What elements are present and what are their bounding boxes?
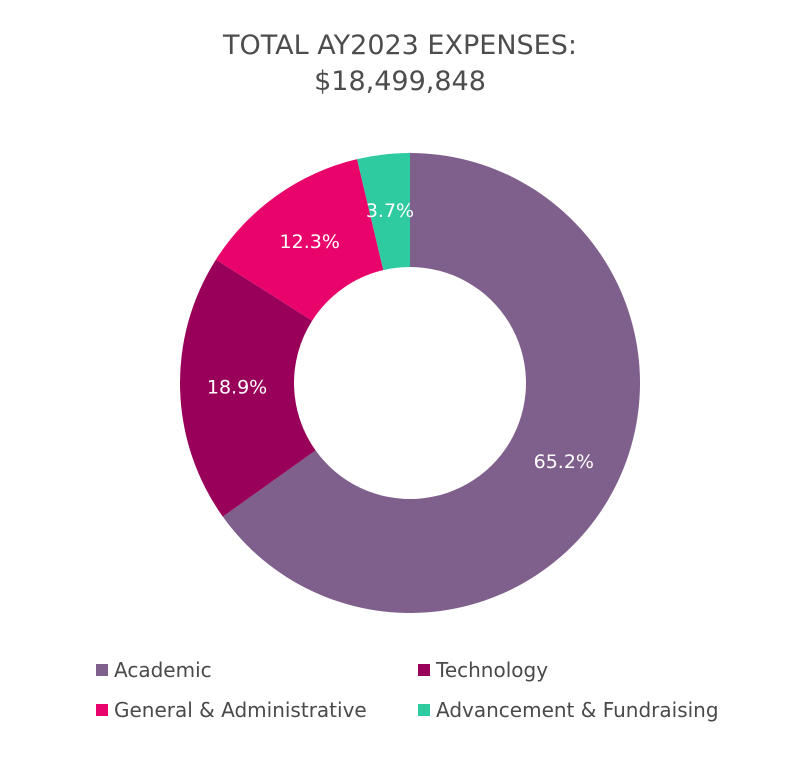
legend-item-academic: Academic — [96, 658, 212, 682]
legend-swatch-academic — [96, 664, 108, 676]
slice-label-technology: 18.9% — [207, 377, 267, 399]
legend-label-advancement-fundraising: Advancement & Fundraising — [436, 698, 719, 722]
slice-general-administrative — [215, 159, 384, 321]
legend-swatch-advancement-fundraising — [418, 704, 430, 716]
slice-label-academic: 65.2% — [534, 451, 594, 473]
slice-technology — [180, 259, 316, 517]
legend-label-technology: Technology — [436, 658, 549, 682]
donut-chart: 65.2% 18.9% 12.3% 3.7% — [180, 153, 640, 613]
chart-title-line-2: $18,499,848 — [314, 66, 486, 97]
slice-advancement-fundraising — [357, 153, 410, 271]
legend-item-advancement-fundraising: Advancement & Fundraising — [418, 698, 719, 722]
legend-swatch-general-administrative — [96, 704, 108, 716]
slice-label-advancement-fundraising: 3.7% — [366, 200, 414, 222]
legend-label-general-administrative: General & Administrative — [114, 698, 367, 722]
legend-item-technology: Technology — [418, 658, 548, 682]
legend-swatch-technology — [418, 664, 430, 676]
slice-label-general-administrative: 12.3% — [280, 231, 340, 253]
slice-academic — [222, 153, 640, 613]
chart-title-line-1: TOTAL AY2023 EXPENSES: — [223, 30, 577, 61]
legend-label-academic: Academic — [114, 658, 212, 682]
chart-title: TOTAL AY2023 EXPENSES: $18,499,848 — [0, 28, 800, 100]
legend-item-general-administrative: General & Administrative — [96, 698, 367, 722]
